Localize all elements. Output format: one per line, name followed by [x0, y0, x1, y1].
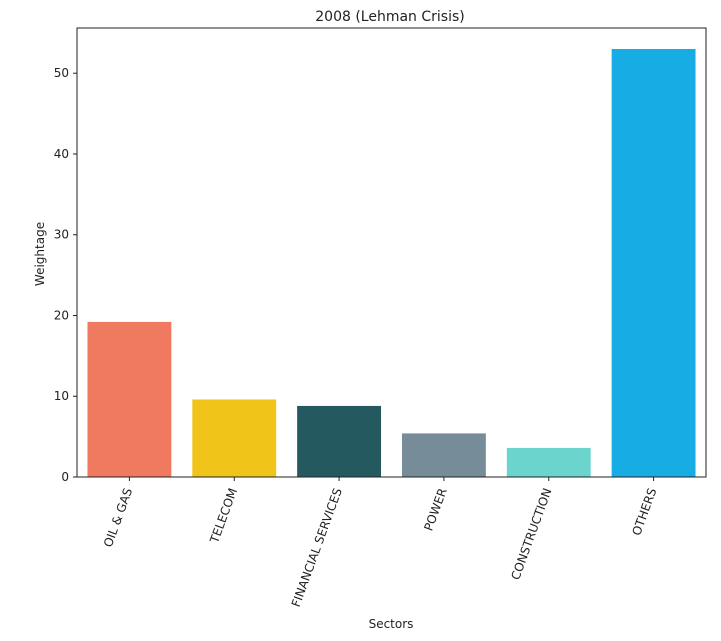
y-tick-label: 20 — [54, 308, 69, 322]
y-tick-label: 50 — [54, 66, 69, 80]
x-axis-label: Sectors — [369, 617, 414, 631]
y-axis: 0 10 20 30 40 50 — [54, 66, 77, 484]
bar-others — [611, 48, 696, 478]
y-tick-label: 10 — [54, 389, 69, 403]
bar-power — [401, 433, 486, 477]
y-tick-label: 30 — [54, 228, 69, 242]
y-tick-label: 40 — [54, 147, 69, 161]
bar-financial-services — [297, 405, 382, 477]
chart-title: 2008 (Lehman Crisis) — [315, 9, 464, 25]
y-tick-label: 0 — [61, 470, 69, 484]
y-axis-label: Weightage — [33, 222, 47, 286]
bar-construction — [506, 447, 591, 477]
bar-oil-gas — [87, 321, 172, 477]
bar-telecom — [192, 399, 277, 477]
plot-frame — [76, 27, 707, 478]
bars-group — [87, 48, 696, 478]
